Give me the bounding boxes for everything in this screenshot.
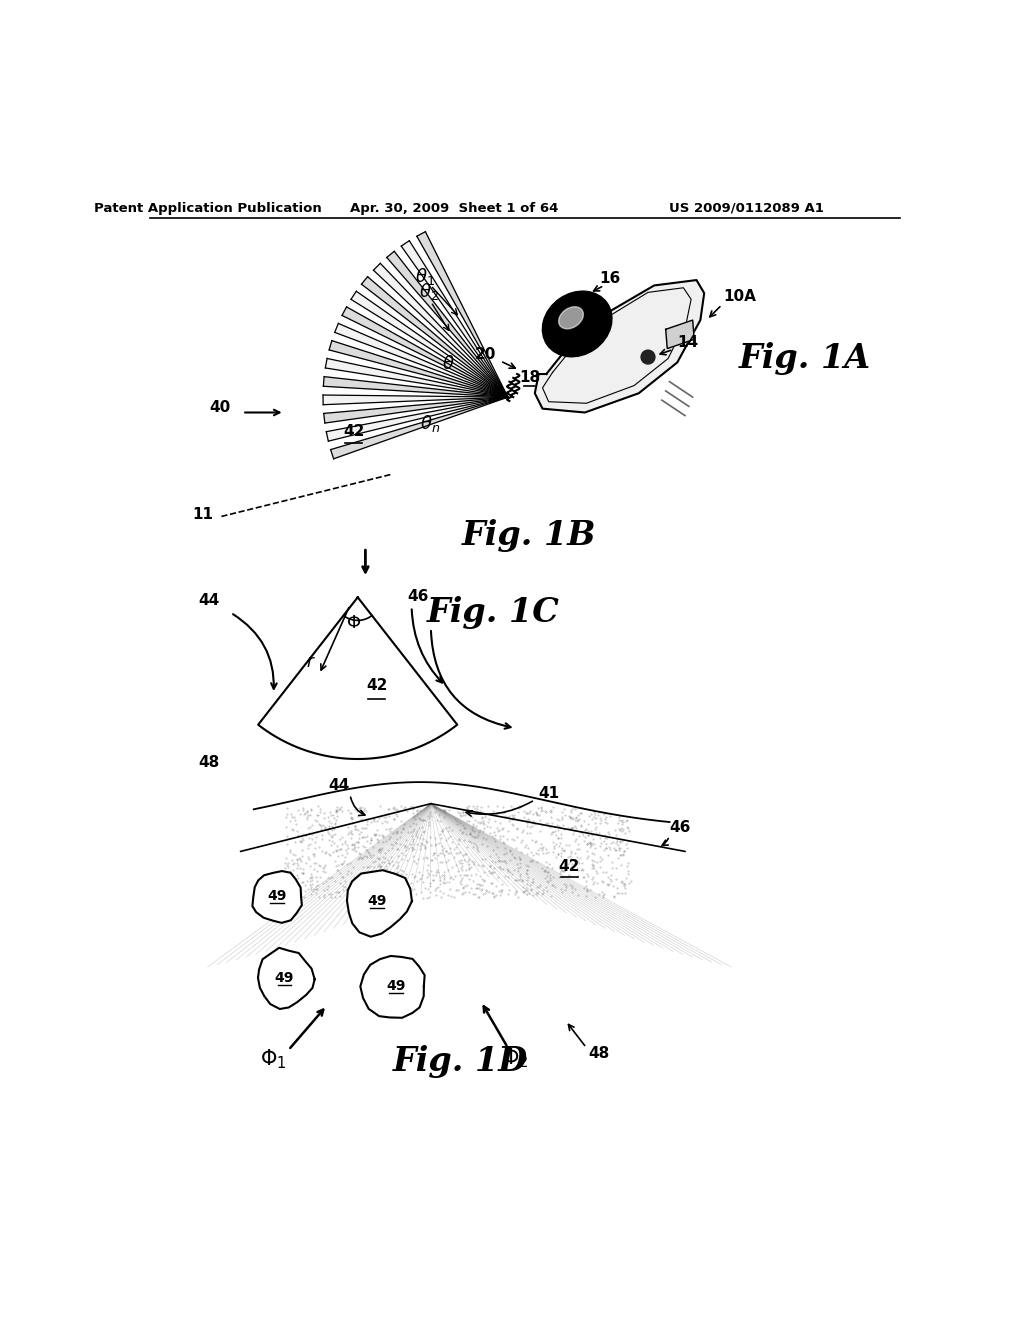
Ellipse shape <box>543 292 612 356</box>
Polygon shape <box>361 277 508 397</box>
Polygon shape <box>417 232 508 397</box>
Polygon shape <box>347 870 412 937</box>
Text: r: r <box>306 652 313 671</box>
Text: Patent Application Publication: Patent Application Publication <box>93 202 322 215</box>
Text: $\Phi_2$: $\Phi_2$ <box>503 1045 528 1069</box>
Polygon shape <box>323 395 508 405</box>
Polygon shape <box>327 397 508 441</box>
Text: Fig. 1A: Fig. 1A <box>739 342 871 375</box>
Text: 49: 49 <box>267 890 287 903</box>
Text: 16: 16 <box>599 271 621 286</box>
Circle shape <box>641 350 655 364</box>
Text: 41: 41 <box>539 785 560 800</box>
Polygon shape <box>258 598 458 759</box>
Text: 42: 42 <box>343 424 365 438</box>
Polygon shape <box>326 359 508 397</box>
Polygon shape <box>258 948 314 1008</box>
Ellipse shape <box>559 306 584 329</box>
Text: $\Phi_1$: $\Phi_1$ <box>260 1048 287 1071</box>
Text: $\theta_n$: $\theta_n$ <box>420 413 440 434</box>
Text: 18: 18 <box>519 370 540 384</box>
Polygon shape <box>324 376 508 397</box>
Text: 42: 42 <box>367 677 388 693</box>
Text: 49: 49 <box>274 972 294 986</box>
Polygon shape <box>331 397 508 459</box>
Text: 49: 49 <box>368 895 387 908</box>
Polygon shape <box>342 308 508 397</box>
Polygon shape <box>374 264 508 397</box>
Polygon shape <box>324 397 508 422</box>
Polygon shape <box>351 292 508 397</box>
Text: 10A: 10A <box>724 289 757 304</box>
Text: 46: 46 <box>670 820 691 836</box>
Text: 44: 44 <box>329 777 350 793</box>
Text: Fig. 1C: Fig. 1C <box>427 597 560 630</box>
Polygon shape <box>335 323 508 397</box>
Polygon shape <box>401 240 508 397</box>
Text: 48: 48 <box>198 755 219 770</box>
Text: Fig. 1D: Fig. 1D <box>392 1045 527 1078</box>
Text: 14: 14 <box>677 335 698 350</box>
Text: 40: 40 <box>210 400 230 416</box>
Text: $\theta_2$: $\theta_2$ <box>420 281 439 302</box>
Text: 48: 48 <box>589 1045 610 1061</box>
Text: 20: 20 <box>475 347 497 362</box>
Text: $\theta$: $\theta$ <box>442 355 455 374</box>
Text: Apr. 30, 2009  Sheet 1 of 64: Apr. 30, 2009 Sheet 1 of 64 <box>350 202 558 215</box>
Polygon shape <box>387 251 508 397</box>
Polygon shape <box>535 280 705 412</box>
Text: 44: 44 <box>198 593 219 609</box>
Text: $\Phi$: $\Phi$ <box>346 614 361 632</box>
Text: 46: 46 <box>408 589 429 605</box>
Polygon shape <box>252 871 302 923</box>
Text: 11: 11 <box>191 507 213 521</box>
Text: 42: 42 <box>559 858 581 874</box>
Text: $\theta_1$: $\theta_1$ <box>415 267 435 288</box>
Text: US 2009/0112089 A1: US 2009/0112089 A1 <box>669 202 824 215</box>
Polygon shape <box>360 956 425 1018</box>
Polygon shape <box>666 321 694 348</box>
Polygon shape <box>329 341 508 397</box>
Text: 49: 49 <box>386 979 406 993</box>
Text: Fig. 1B: Fig. 1B <box>462 519 596 552</box>
